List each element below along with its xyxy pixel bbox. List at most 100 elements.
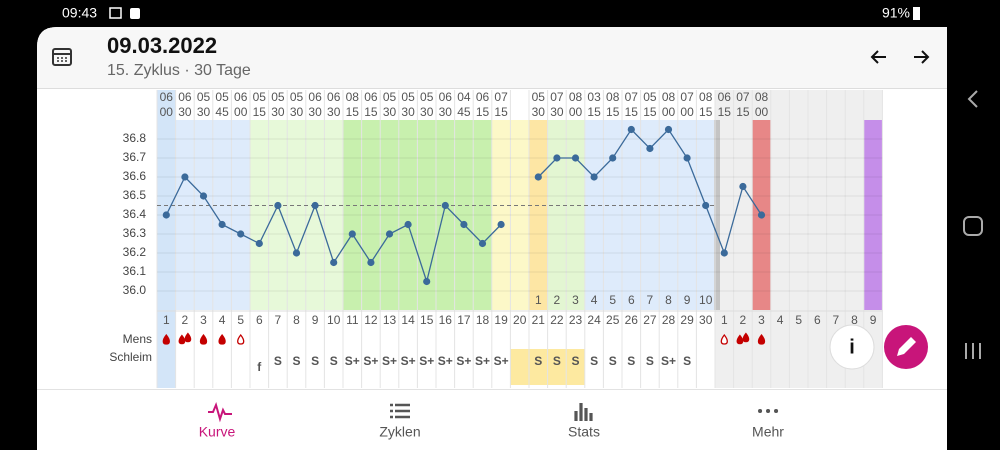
y-tick-label: 36.8 xyxy=(123,131,147,145)
time-hour: 05 xyxy=(253,90,267,104)
y-tick-label: 36.4 xyxy=(123,207,147,221)
day-number: 29 xyxy=(680,313,694,327)
header-bar xyxy=(37,27,947,88)
temperature-point xyxy=(385,230,394,238)
day-number: 14 xyxy=(401,313,415,327)
mucus-entry: S+ xyxy=(345,354,360,368)
calendar-icon[interactable] xyxy=(52,48,72,66)
mucus-entry: S+ xyxy=(363,354,378,368)
status-time: 09:43 xyxy=(62,5,97,21)
info-button[interactable]: i xyxy=(829,324,875,370)
mucus-entry: S xyxy=(534,354,542,368)
time-minute: 15 xyxy=(625,105,639,119)
chart: 36.036.136.236.336.436.536.636.736.80600… xyxy=(123,90,883,388)
nav-label: Zyklen xyxy=(379,424,420,440)
time-hour: 05 xyxy=(383,90,397,104)
day-number: 9 xyxy=(312,313,319,327)
day-number: 3 xyxy=(758,313,765,327)
temperature-point xyxy=(311,201,319,210)
time-hour: 05 xyxy=(420,90,434,104)
time-minute: 45 xyxy=(215,105,229,119)
mucus-entry: S+ xyxy=(494,354,509,368)
mucus-entry: S xyxy=(553,354,561,368)
rise-count: 2 xyxy=(554,293,561,307)
temperature-point xyxy=(218,220,226,229)
time-hour: 05 xyxy=(215,90,229,104)
temperature-point xyxy=(720,249,728,257)
nav-label: Mehr xyxy=(752,424,784,440)
nav-item[interactable]: Kurve xyxy=(199,402,236,440)
mucus-entry: S+ xyxy=(661,354,676,368)
temperature-point xyxy=(274,201,282,210)
time-hour: 06 xyxy=(327,90,341,104)
prev-arrow[interactable] xyxy=(870,50,886,64)
time-minute: 30 xyxy=(550,105,564,119)
mens-icon xyxy=(736,334,744,345)
rise-count: 7 xyxy=(647,293,654,307)
day-number: 8 xyxy=(293,313,300,327)
time-minute: 15 xyxy=(699,105,713,119)
time-hour: 06 xyxy=(178,90,192,104)
time-hour: 04 xyxy=(457,90,471,104)
status-icon xyxy=(130,8,140,19)
time-hour: 03 xyxy=(587,90,601,104)
day-number: 30 xyxy=(699,313,713,327)
temperature-point xyxy=(423,277,431,286)
day-number: 5 xyxy=(795,313,802,327)
rise-count: 5 xyxy=(609,293,616,307)
day-number: 23 xyxy=(569,313,583,327)
temperature-point xyxy=(553,154,561,162)
phase-band xyxy=(529,120,548,310)
time-minute: 30 xyxy=(401,105,415,119)
nav-item[interactable]: Mehr xyxy=(752,409,784,440)
time-hour: 07 xyxy=(550,90,564,104)
mucus-entry: S+ xyxy=(401,354,416,368)
day-number: 20 xyxy=(513,313,527,327)
time-hour: 06 xyxy=(308,90,322,104)
temperature-point xyxy=(702,201,710,210)
time-minute: 15 xyxy=(718,105,732,119)
temperature-point xyxy=(757,211,766,219)
header-date: 09.03.2022 xyxy=(107,33,217,58)
day-number: 8 xyxy=(851,313,858,327)
next-arrow[interactable] xyxy=(914,50,930,64)
temperature-point xyxy=(367,258,375,267)
time-minute: 15 xyxy=(587,105,601,119)
time-hour: 06 xyxy=(439,90,453,104)
mens-icon xyxy=(162,333,170,345)
time-minute: 15 xyxy=(736,105,750,119)
mens-icon xyxy=(218,333,226,345)
time-minute: 30 xyxy=(271,105,285,119)
system-nav xyxy=(963,90,983,359)
nav-label: Kurve xyxy=(199,424,236,440)
nav-item[interactable]: Zyklen xyxy=(379,403,421,440)
temperature-point xyxy=(664,125,673,134)
time-minute: 30 xyxy=(197,105,211,119)
time-minute: 15 xyxy=(253,105,267,119)
time-hour: 06 xyxy=(476,90,490,104)
time-hour: 05 xyxy=(401,90,415,104)
time-minute: 00 xyxy=(234,105,248,119)
time-hour: 07 xyxy=(625,90,639,104)
mucus-entry: S xyxy=(311,354,319,368)
temperature-point xyxy=(404,220,412,229)
nav-item[interactable]: Stats xyxy=(568,403,600,440)
mens-icon xyxy=(720,333,728,345)
day-number: 4 xyxy=(219,313,226,327)
rise-count: 6 xyxy=(628,293,635,307)
time-minute: 45 xyxy=(457,105,471,119)
y-tick-label: 36.2 xyxy=(123,245,147,259)
mens-icon xyxy=(237,333,245,345)
mucus-entry: S+ xyxy=(438,354,453,368)
edit-button[interactable] xyxy=(884,325,928,369)
day-number: 9 xyxy=(870,313,877,327)
time-hour: 08 xyxy=(755,90,769,104)
day-number: 24 xyxy=(587,313,601,327)
time-hour: 08 xyxy=(662,90,676,104)
time-hour: 08 xyxy=(606,90,620,104)
day-number: 2 xyxy=(182,313,189,327)
mens-icon xyxy=(184,332,192,343)
mucus-entry: S+ xyxy=(475,354,490,368)
temperature-point xyxy=(199,192,208,200)
